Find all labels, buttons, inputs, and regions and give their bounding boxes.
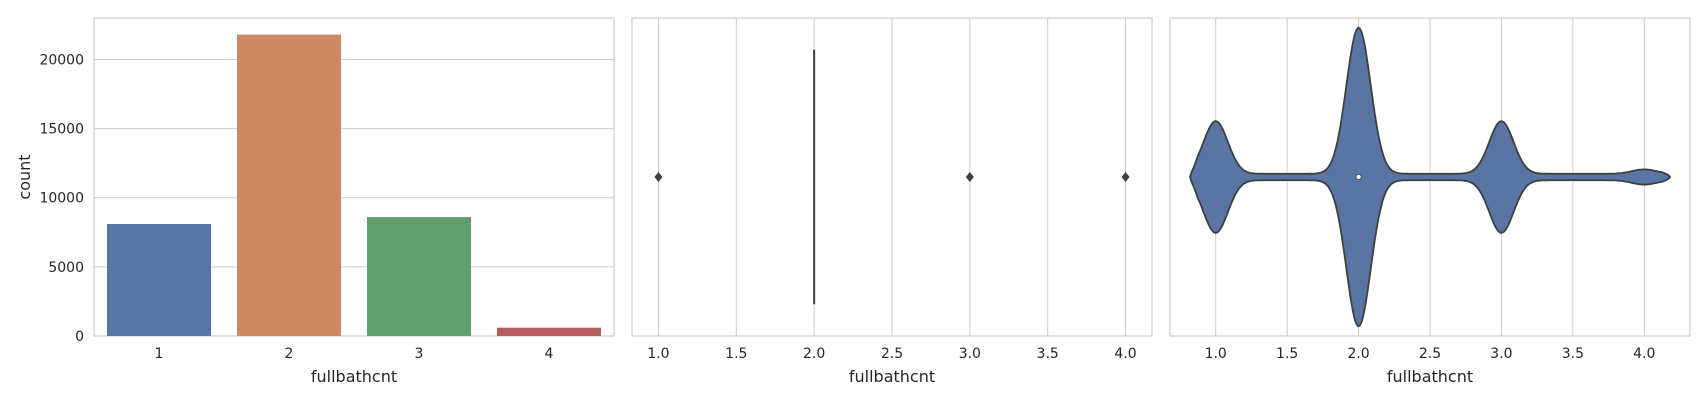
bar-chart-xlabel: fullbathcnt [311,367,397,386]
violin-plot-xlabel: fullbathcnt [1387,367,1473,386]
box-plot-outlier [654,172,663,182]
box-plot-xtick-label: 1.0 [647,346,669,362]
box-plot-xtick-label: 2.0 [803,346,825,362]
bar-chart-xtick-label: 4 [545,346,554,362]
box-plot-xlabel: fullbathcnt [849,367,935,386]
box-plot-outlier [965,172,974,182]
violin-plot-xtick-label: 1.5 [1276,346,1298,362]
violin-plot-xtick-label: 3.0 [1490,346,1512,362]
bar-chart-ylabel: count [15,154,34,199]
bar-chart-ytick-label: 5000 [48,260,84,276]
bar-chart-ticks: 0 5000 10000 15000 20000 1 2 3 4 [39,52,553,362]
box-plot: 1.0 1.5 2.0 2.5 3.0 3.5 4.0 fullbathcnt [631,17,1153,386]
bar-1 [107,224,211,336]
bar-2 [237,34,341,336]
bar-chart-ytick-label: 0 [75,329,84,345]
violin-plot-xtick-label: 3.5 [1562,346,1584,362]
bar-chart-ytick-label: 15000 [39,122,84,138]
bar-chart-xtick-label: 3 [415,346,424,362]
box-plot-xtick-label: 2.5 [881,346,903,362]
violin-median-dot [1355,173,1362,180]
bar-chart-xtick-label: 2 [285,346,294,362]
bar-4 [497,327,601,336]
violin-plot-xtick-label: 2.0 [1347,346,1369,362]
box-plot-outlier [1121,172,1130,182]
box-plot-marks [654,49,1130,305]
bar-chart-ytick-label: 10000 [39,191,84,207]
box-plot-xtick-label: 1.5 [725,346,747,362]
violin-body [1189,26,1672,328]
bar-3 [367,217,471,336]
box-plot-xtick-label: 4.0 [1114,346,1136,362]
bar-chart-xtick-label: 1 [155,346,164,362]
violin-plot-xtick-label: 4.0 [1633,346,1655,362]
violin-plot: 1.0 1.5 2.0 2.5 3.0 3.5 4.0 fullbathcnt [1169,17,1691,386]
box-plot-xtick-label: 3.5 [1037,346,1059,362]
box-plot-xtick-label: 3.0 [959,346,981,362]
violin-plot-xtick-label: 2.5 [1419,346,1441,362]
count-bar-chart: 0 5000 10000 15000 20000 1 2 3 4 fullbathcnt cou… [15,17,615,386]
bar-chart-ytick-label: 20000 [39,52,84,68]
violin-plot-ticks: 1.0 1.5 2.0 2.5 3.0 3.5 4.0 [1205,346,1656,362]
bar-chart-bars [107,34,601,336]
violin-plot-xtick-label: 1.0 [1205,346,1227,362]
box-plot-ticks: 1.0 1.5 2.0 2.5 3.0 3.5 4.0 [647,346,1136,362]
violin-plot-marks [1189,26,1672,328]
